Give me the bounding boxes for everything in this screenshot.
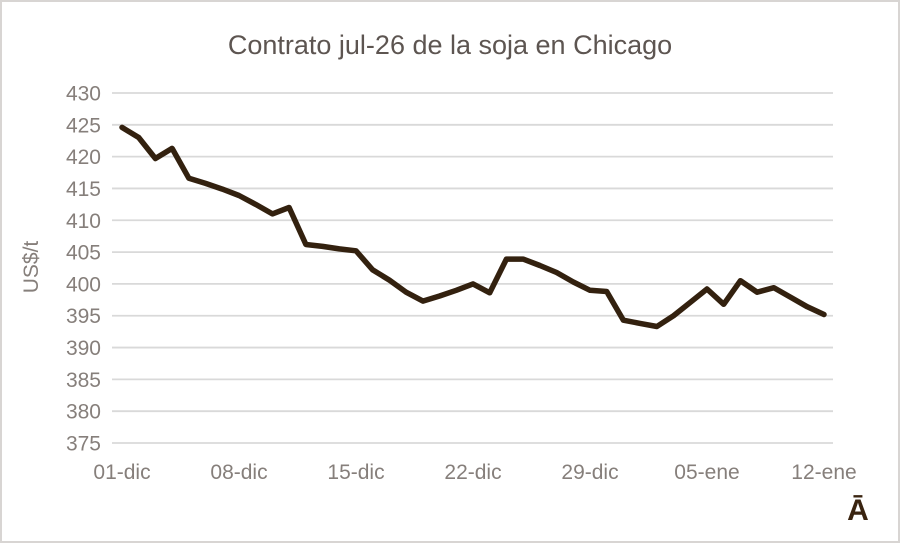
- y-tick-label: 430: [66, 83, 101, 106]
- x-tick-label: 01-dic: [93, 461, 150, 484]
- chart-title: Contrato jul-26 de la soja en Chicago: [228, 30, 672, 60]
- price-data-line: [119, 124, 827, 330]
- y-tick-label: 415: [66, 178, 101, 201]
- x-tick-label: 08-dic: [210, 461, 267, 484]
- y-tick-label: 385: [66, 369, 101, 392]
- x-tick-label: 29-dic: [561, 461, 618, 484]
- y-tick-label: 390: [66, 337, 101, 360]
- x-tick-label: 22-dic: [444, 461, 501, 484]
- x-tick-label: 15-dic: [327, 461, 384, 484]
- x-tick-label: 12-ene: [791, 461, 856, 484]
- x-tick-label: 05-ene: [674, 461, 739, 484]
- y-tick-label: 410: [66, 210, 101, 233]
- y-tick-label: 395: [66, 305, 101, 328]
- horizontal-gridlines: [112, 92, 833, 444]
- y-axis-title: US$/t: [20, 241, 43, 294]
- y-tick-label: 425: [66, 114, 101, 137]
- y-tick-label: 375: [66, 433, 101, 456]
- y-tick-label: 400: [66, 273, 101, 296]
- stray-corner-glyph: Ā: [847, 494, 869, 527]
- y-tick-label: 380: [66, 401, 101, 424]
- y-axis-tick-labels: 375 380 385 390 395 400 405 410 415 420 425 430: [66, 83, 101, 456]
- x-axis-tick-labels: 01-dic 08-dic 15-dic 22-dic 29-dic 05-ene 12-e…: [93, 461, 856, 484]
- y-tick-label: 420: [66, 146, 101, 169]
- y-tick-label: 405: [66, 242, 101, 265]
